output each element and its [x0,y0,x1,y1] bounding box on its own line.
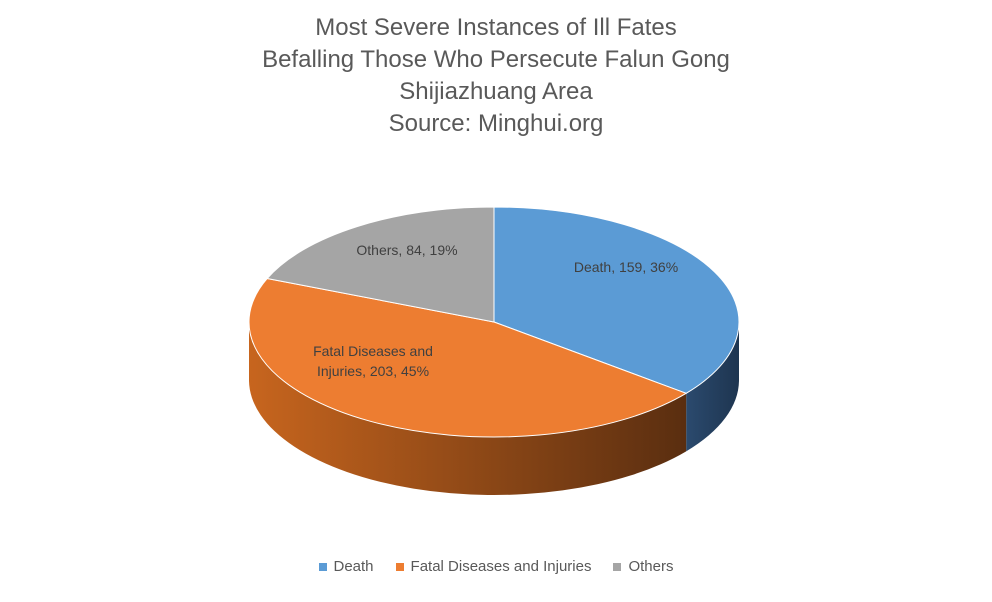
data-label-death-line-1: Death, 159, 36% [574,259,678,275]
data-label-others-line-1: Others, 84, 19% [356,242,457,258]
pie-labels: Death, 159, 36% Fatal Diseases and Injurie… [313,242,678,379]
legend-swatch-death [318,562,327,571]
data-label-fatal-diseases-line-1: Fatal Diseases and [313,343,433,359]
pie-side-fatal-diseases [248,322,687,495]
chart-title: Most Severe Instances of Ill Fates Befal… [0,12,992,140]
pie-tops [248,206,740,438]
legend-item-death: Death [318,558,374,575]
legend-item-fatal-diseases: Fatal Diseases and Injuries [395,558,592,575]
chart-title-line-1: Most Severe Instances of Ill Fates [315,14,677,41]
legend-item-others: Others [613,558,673,575]
data-label-fatal-diseases: Fatal Diseases and Injuries, 203, 45% [313,343,433,379]
chart-title-line-2: Befalling Those Who Persecute Falun Gong [262,46,730,73]
legend: Death Fatal Diseases and Injuries Others [0,558,992,575]
chart-title-line-4: Source: Minghui.org [388,110,604,137]
pie-sides [248,322,739,495]
legend-label-fatal-diseases: Fatal Diseases and Injuries [410,558,592,575]
data-label-others: Others, 84, 19% [356,242,457,258]
pie-chart: Death, 159, 36% Fatal Diseases and Injurie… [248,206,740,495]
chart-title-line-3: Shijiazhuang Area [399,78,593,105]
legend-label-others: Others [628,558,674,575]
legend-label-death: Death [333,558,374,575]
legend-swatch-others [613,562,622,571]
pie-side-death [686,322,739,452]
pie-slice-death [493,206,740,394]
legend-swatch-fatal-diseases [395,562,404,571]
pie-slice-fatal-diseases [248,278,688,438]
pie-slice-others [266,206,495,323]
data-label-death: Death, 159, 36% [574,259,678,275]
data-label-fatal-diseases-line-2: Injuries, 203, 45% [317,363,429,379]
